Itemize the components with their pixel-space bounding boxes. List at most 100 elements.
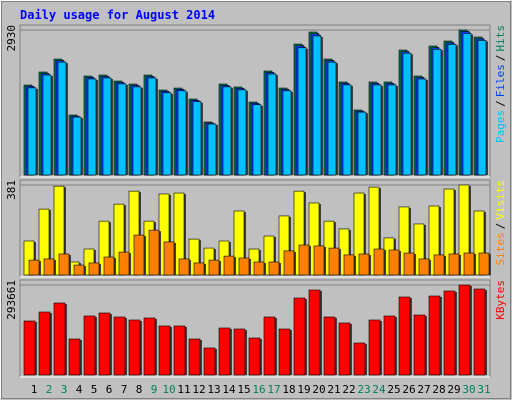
bar xyxy=(383,315,396,376)
bar xyxy=(328,247,340,276)
y-tick-label: 381 xyxy=(5,180,18,200)
bar xyxy=(88,262,100,276)
bar xyxy=(28,259,40,276)
bar xyxy=(433,254,445,276)
bar xyxy=(98,312,111,376)
bar xyxy=(278,328,291,376)
bar xyxy=(358,253,370,276)
bar xyxy=(432,49,442,176)
x-tick-label: 2 xyxy=(46,383,53,396)
bar xyxy=(418,258,430,276)
bar xyxy=(27,87,37,176)
x-tick-label: 7 xyxy=(121,383,128,396)
x-tick-label: 24 xyxy=(372,383,386,396)
bar xyxy=(473,288,486,376)
bar xyxy=(102,77,112,176)
bar xyxy=(83,315,96,376)
bar xyxy=(323,316,336,376)
x-tick-label: 13 xyxy=(207,383,220,396)
bar xyxy=(417,78,427,176)
bar xyxy=(162,92,172,176)
bar xyxy=(327,61,337,176)
bar xyxy=(42,74,52,176)
bar xyxy=(188,338,201,376)
bar xyxy=(353,342,366,376)
bar xyxy=(253,261,265,276)
legend-entry: Files xyxy=(494,64,507,97)
chart-title: Daily usage for August 2014 xyxy=(20,8,215,22)
x-tick-label: 31 xyxy=(477,383,490,396)
bar xyxy=(133,234,145,276)
legend-entry: KBytes xyxy=(494,280,507,320)
x-tick-label: 25 xyxy=(387,383,400,396)
legend-entry: Sites xyxy=(494,232,507,265)
bar xyxy=(267,73,277,176)
x-tick-label: 14 xyxy=(222,383,236,396)
bar xyxy=(203,347,216,376)
x-tick-label: 1 xyxy=(31,383,38,396)
bar xyxy=(103,256,115,276)
bar xyxy=(283,250,295,276)
bar xyxy=(448,253,460,276)
x-tick-label: 8 xyxy=(136,383,143,396)
bar xyxy=(128,319,141,376)
bar xyxy=(298,244,310,276)
bar xyxy=(312,35,322,176)
bar xyxy=(177,90,187,176)
bar xyxy=(237,89,247,176)
bar xyxy=(147,77,157,176)
bar xyxy=(218,327,231,376)
x-tick-label: 30 xyxy=(462,383,475,396)
bar xyxy=(282,90,292,176)
x-tick-label: 5 xyxy=(91,383,98,396)
bar xyxy=(368,319,381,376)
x-tick-label: 22 xyxy=(342,383,355,396)
x-tick-label: 6 xyxy=(106,383,113,396)
bar xyxy=(222,86,232,176)
bar xyxy=(252,104,262,176)
bar xyxy=(208,259,220,276)
bar xyxy=(118,251,130,276)
bar xyxy=(268,261,280,276)
x-tick-label: 15 xyxy=(237,383,250,396)
bar xyxy=(58,253,70,276)
x-tick-label: 20 xyxy=(312,383,325,396)
x-tick-label: 4 xyxy=(76,383,83,396)
x-tick-label: 9 xyxy=(151,383,158,396)
x-tick-label: 17 xyxy=(267,383,280,396)
bar xyxy=(477,40,487,176)
bar xyxy=(403,252,415,276)
bar xyxy=(443,290,456,376)
x-tick-label: 16 xyxy=(252,383,265,396)
bar xyxy=(447,44,457,176)
bar xyxy=(113,316,126,376)
bar xyxy=(173,325,186,376)
bar xyxy=(192,101,202,176)
bar xyxy=(53,302,66,376)
legend: KBytes xyxy=(494,280,507,320)
bar xyxy=(238,257,250,276)
bar xyxy=(163,241,175,276)
bar xyxy=(343,254,355,276)
legend-separator: / xyxy=(494,100,507,107)
x-tick-label: 29 xyxy=(447,383,460,396)
x-tick-label: 12 xyxy=(192,383,205,396)
bar xyxy=(413,314,426,376)
bar xyxy=(372,84,382,176)
bar xyxy=(132,86,142,176)
bar xyxy=(263,316,276,376)
bar xyxy=(373,248,385,276)
y-tick-label: 293661 xyxy=(5,280,18,320)
x-tick-label: 10 xyxy=(162,383,175,396)
bar xyxy=(398,296,411,376)
x-tick-label: 18 xyxy=(282,383,295,396)
x-tick-label: 28 xyxy=(432,383,445,396)
bar xyxy=(68,338,81,376)
bar xyxy=(387,84,397,176)
bar xyxy=(248,337,261,376)
bar xyxy=(342,84,352,176)
x-tick-label: 11 xyxy=(177,383,190,396)
x-tick-label: 3 xyxy=(61,383,68,396)
x-tick-label: 19 xyxy=(297,383,310,396)
